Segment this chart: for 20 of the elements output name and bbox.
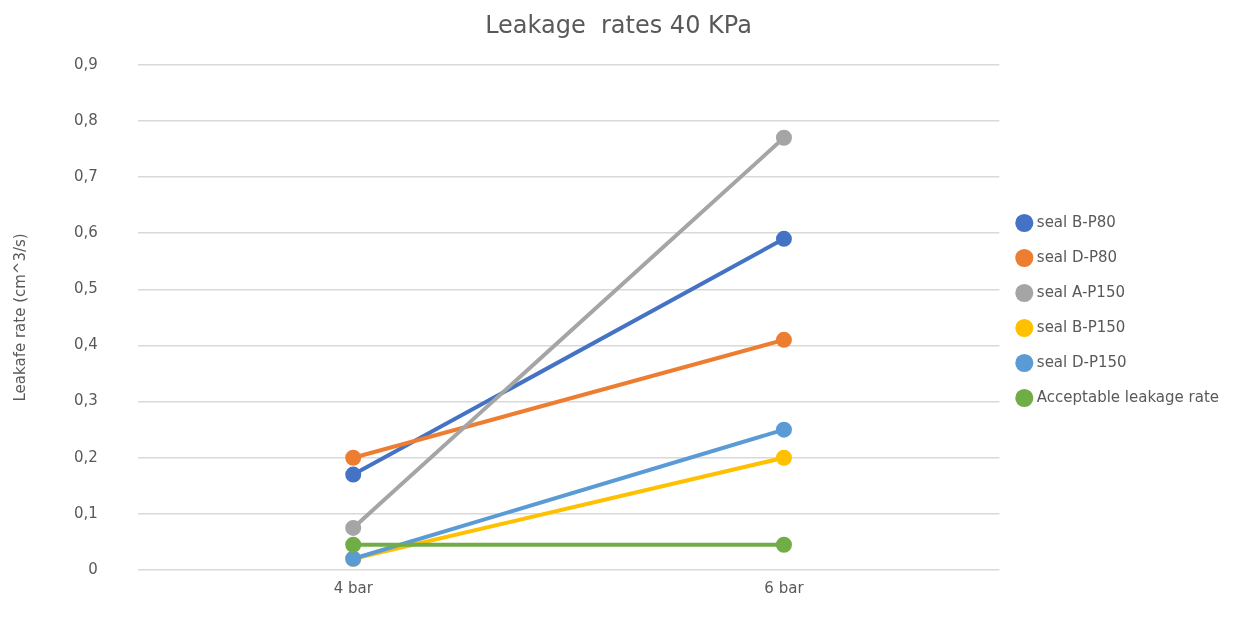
y-tick-label: 0,6 xyxy=(74,223,98,242)
y-axis-title: Leakafe rate (cm^3/s) xyxy=(10,233,29,402)
legend-label: seal B-P150 xyxy=(1036,317,1126,336)
y-tick-label: 0,7 xyxy=(74,166,98,185)
y-tick-label: 0,8 xyxy=(74,110,98,129)
x-tick-label: 6 bar xyxy=(764,578,805,597)
legend-label: seal A-P150 xyxy=(1036,282,1126,301)
chart-title: Leakage rates 40 KPa xyxy=(485,10,752,39)
y-tick-label: 0,3 xyxy=(74,391,98,410)
y-tick-label: 0,5 xyxy=(74,279,98,298)
y-tick-label: 0,2 xyxy=(74,447,98,466)
legend-label: Acceptable leakage rate xyxy=(1036,387,1220,406)
x-tick-label: 4 bar xyxy=(333,578,374,597)
y-tick-label: 0 xyxy=(88,559,98,578)
y-tick-label: 0,9 xyxy=(74,54,98,73)
legend-label: seal D-P150 xyxy=(1036,352,1127,371)
legend-label: seal D-P80 xyxy=(1036,247,1118,266)
legend-label: seal B-P80 xyxy=(1036,212,1116,231)
y-tick-label: 0,4 xyxy=(74,335,98,354)
y-tick-label: 0,1 xyxy=(74,503,98,522)
